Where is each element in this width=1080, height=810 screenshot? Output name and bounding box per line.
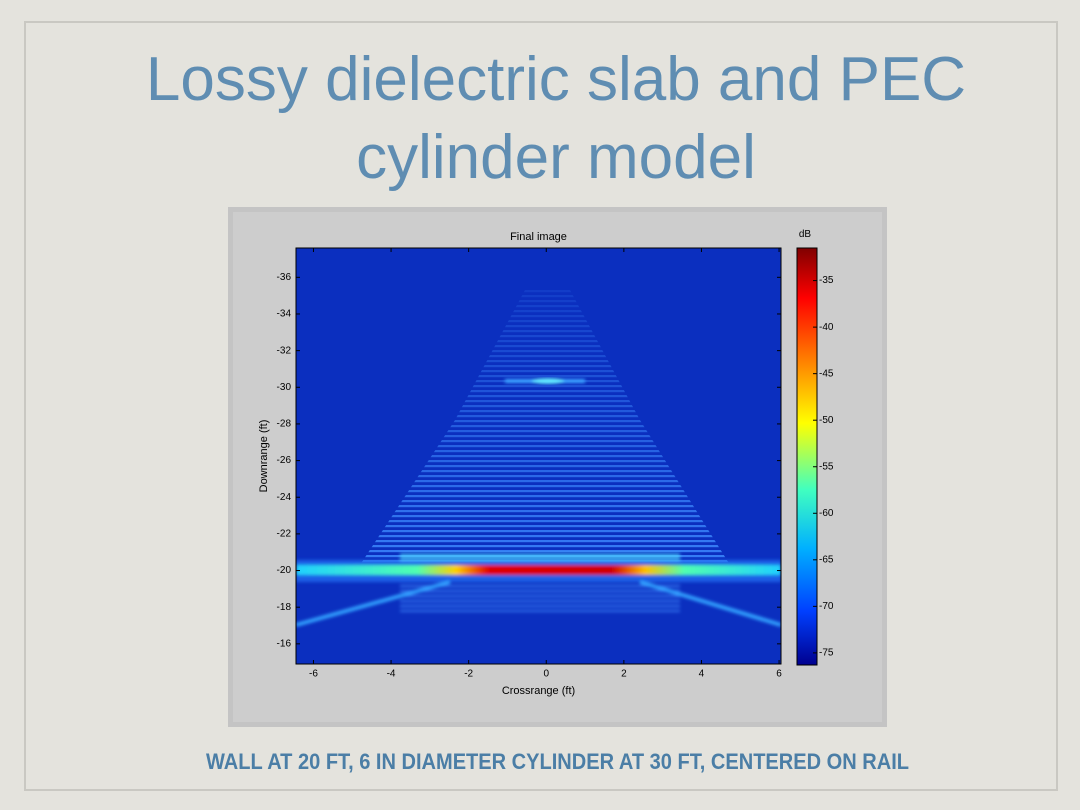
x-tick-label: -2 bbox=[464, 669, 473, 680]
colorbar-tick-label: -60 bbox=[819, 508, 834, 519]
colorbar-tick-label: -75 bbox=[819, 648, 834, 659]
x-axis-label: Crossrange (ft) bbox=[502, 685, 575, 697]
colorbar-tick-label: -50 bbox=[819, 415, 834, 426]
title-line: cylinder model bbox=[356, 123, 756, 192]
y-tick-label: -34 bbox=[277, 309, 292, 320]
y-tick-label: -28 bbox=[277, 419, 292, 430]
colorbar-tick-label: -65 bbox=[819, 554, 834, 565]
y-tick-label: -30 bbox=[277, 382, 292, 393]
x-tick-label: 4 bbox=[699, 669, 705, 680]
y-axis-label: Downrange (ft) bbox=[258, 420, 270, 493]
colorbar-tick-label: -70 bbox=[819, 601, 834, 612]
y-tick-label: -24 bbox=[277, 492, 292, 503]
y-tick-label: -32 bbox=[277, 345, 292, 356]
figure-title: Final image bbox=[510, 231, 567, 243]
plot-frame bbox=[295, 247, 782, 665]
colorbar-tick-label: -35 bbox=[819, 275, 834, 286]
y-tick-label: -36 bbox=[277, 272, 292, 283]
y-tick-label: -22 bbox=[277, 529, 292, 540]
y-tick-label: -18 bbox=[277, 602, 292, 613]
colorbar-tick-label: -55 bbox=[819, 461, 834, 472]
colorbar-tick-label: -40 bbox=[819, 322, 834, 333]
axes: Final image Crossrange (ft) Downrange (ft)… bbox=[258, 229, 834, 697]
x-tick-label: 2 bbox=[621, 669, 627, 680]
colorbar bbox=[796, 247, 818, 666]
x-tick-label: -4 bbox=[387, 669, 396, 680]
y-tick-label: -20 bbox=[277, 565, 292, 576]
colorbar-tick-label: -45 bbox=[819, 368, 834, 379]
x-tick-label: 6 bbox=[776, 669, 782, 680]
slide-title: Lossy dielectric slab and PEC cylinder mo… bbox=[146, 45, 966, 192]
heatmap bbox=[296, 248, 781, 664]
x-tick-label: 0 bbox=[543, 669, 549, 680]
y-tick-label: -26 bbox=[277, 455, 292, 466]
cylinder-response bbox=[505, 378, 585, 384]
x-tick-label: -6 bbox=[309, 669, 318, 680]
y-tick-label: -16 bbox=[277, 638, 292, 649]
wall-response bbox=[296, 553, 781, 627]
caption-text: WALL AT 20 FT, 6 IN DIAMETER CYLINDER AT… bbox=[206, 749, 909, 774]
colorbar-label: dB bbox=[799, 229, 812, 240]
title-line: Lossy dielectric slab and PEC bbox=[146, 45, 966, 114]
slide-border bbox=[24, 21, 1058, 791]
caption: WALL AT 20 FT, 6 IN DIAMETER CYLINDER AT… bbox=[206, 749, 909, 774]
